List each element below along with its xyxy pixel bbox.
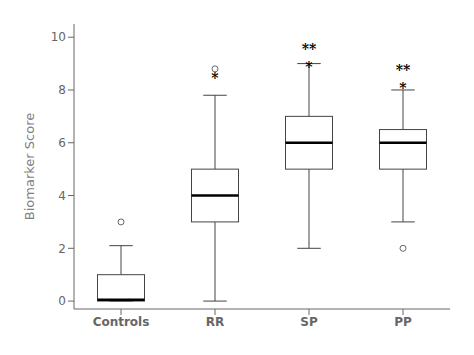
svg-text:10: 10: [51, 30, 66, 44]
svg-text:**: **: [396, 62, 411, 78]
svg-text:*: *: [211, 70, 219, 86]
svg-text:*: *: [305, 59, 313, 75]
svg-text:RR: RR: [206, 315, 224, 329]
svg-text:0: 0: [58, 294, 66, 308]
svg-text:6: 6: [58, 136, 66, 150]
svg-text:4: 4: [58, 189, 66, 203]
svg-text:Biomarker Score: Biomarker Score: [22, 113, 37, 220]
svg-text:*: *: [399, 80, 407, 96]
svg-text:8: 8: [58, 83, 66, 97]
svg-text:Controls: Controls: [93, 315, 150, 329]
svg-text:2: 2: [58, 242, 66, 256]
svg-text:PP: PP: [394, 315, 412, 329]
svg-text:**: **: [302, 41, 317, 57]
svg-text:SP: SP: [300, 315, 318, 329]
